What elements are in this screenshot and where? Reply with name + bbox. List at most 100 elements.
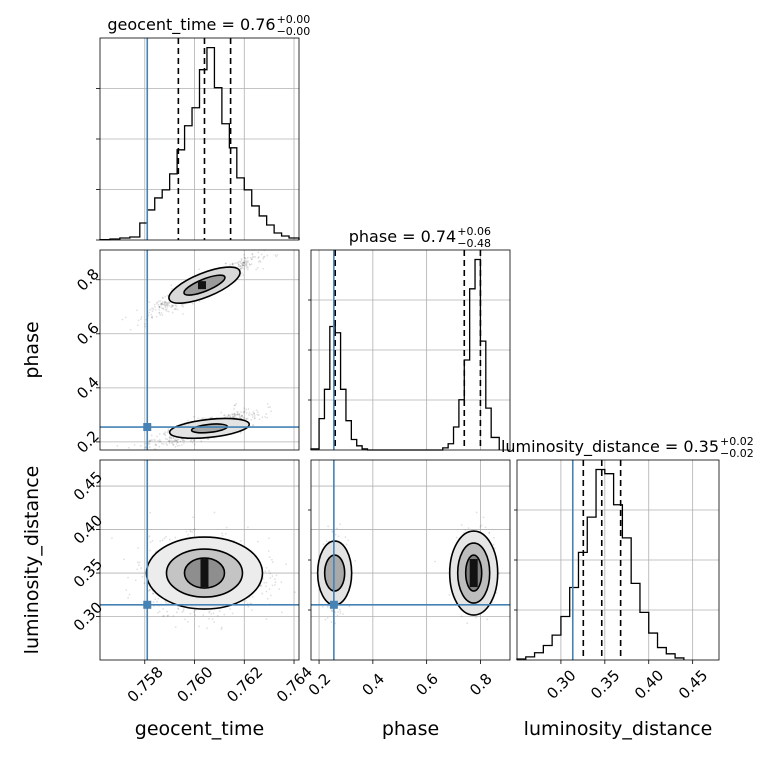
sample-point (242, 262, 245, 264)
sample-point (202, 614, 205, 617)
sample-point (148, 442, 151, 445)
sample-point (151, 316, 154, 319)
sample-point (253, 416, 256, 419)
sample-point (240, 257, 243, 260)
sample-point (154, 443, 157, 446)
sample-point (280, 581, 283, 584)
sample-point (239, 260, 242, 263)
sample-point (269, 406, 271, 408)
sample-point (160, 442, 163, 445)
sample-point (234, 262, 236, 265)
density-peak (200, 559, 209, 588)
truth-marker (143, 600, 152, 609)
sample-point (144, 323, 147, 325)
sample-point (160, 303, 162, 306)
sample-point (250, 413, 253, 416)
sample-point (233, 404, 236, 407)
sample-point (166, 438, 169, 441)
sample-point (169, 434, 172, 437)
sample-point (150, 313, 153, 316)
sample-point (251, 256, 254, 259)
sample-point (176, 308, 179, 311)
sample-point (240, 267, 243, 270)
sample-point (164, 300, 166, 303)
sample-point (190, 439, 192, 442)
sample-point (175, 439, 178, 442)
sample-point (223, 613, 226, 616)
sample-point (247, 266, 249, 269)
sample-point (484, 526, 487, 529)
sample-point (274, 578, 276, 581)
sample-point (257, 414, 260, 417)
sample-point (226, 415, 228, 418)
sample-point (158, 438, 161, 441)
sample-point (166, 302, 169, 304)
sample-point (165, 442, 168, 445)
sample-point (270, 594, 272, 597)
sample-point (268, 537, 270, 540)
sample-point (182, 610, 185, 612)
sample-point (155, 443, 158, 446)
sample-point (193, 415, 195, 418)
sample-point (345, 543, 348, 546)
sample-point (162, 307, 164, 310)
sample-point (218, 610, 221, 613)
sample-point (249, 602, 252, 605)
sample-point (137, 564, 140, 566)
sample-point (176, 441, 179, 444)
sample-point (165, 535, 167, 538)
sample-point (175, 305, 178, 308)
x-tick-label-luminosity_distance: 0.30 (543, 666, 579, 702)
sample-point (254, 255, 257, 258)
sample-point (198, 300, 201, 303)
sample-point (185, 530, 188, 533)
title-superscript: +0.00 (277, 13, 311, 26)
sample-point (235, 262, 238, 264)
sample-point (180, 304, 183, 307)
sample-point (152, 592, 154, 595)
sample-point (225, 262, 227, 265)
sample-point (232, 415, 234, 418)
sample-point (166, 614, 169, 617)
sample-point (161, 302, 164, 305)
sample-point (264, 415, 267, 418)
histogram-geocent_time (99, 46, 300, 241)
sample-point (231, 413, 234, 416)
sample-point (243, 261, 245, 264)
sample-point (252, 423, 255, 426)
sample-point (156, 435, 158, 438)
sample-point (208, 611, 210, 614)
sample-point (163, 303, 165, 306)
sample-point (201, 417, 204, 420)
sample-point (181, 439, 184, 442)
sample-point (164, 295, 167, 298)
sample-point (271, 575, 274, 577)
sample-point (208, 617, 210, 620)
sample-point (245, 418, 248, 420)
sample-point (246, 268, 249, 271)
sample-point (231, 262, 234, 265)
sample-point (152, 592, 154, 595)
sample-point (162, 607, 164, 610)
sample-point (232, 415, 235, 417)
sample-point (258, 259, 261, 262)
sample-point (250, 418, 253, 421)
sample-point (348, 605, 351, 608)
x-axis-label-luminosity_distance: luminosity_distance (524, 718, 713, 740)
sample-point (176, 439, 179, 441)
sample-point (243, 407, 246, 410)
sample-point (248, 263, 251, 266)
sample-point (265, 566, 268, 569)
sample-point (144, 325, 147, 328)
sample-point (182, 439, 185, 441)
sample-point (240, 262, 242, 265)
sample-point (245, 411, 248, 414)
x-tick-label-luminosity_distance: 0.35 (587, 666, 623, 702)
sample-point (191, 441, 194, 444)
title-superscript: +0.06 (457, 225, 491, 238)
sample-point (111, 537, 113, 540)
sample-point (265, 585, 267, 588)
sample-point (257, 256, 260, 259)
sample-point (160, 307, 163, 309)
sample-point (258, 256, 260, 258)
